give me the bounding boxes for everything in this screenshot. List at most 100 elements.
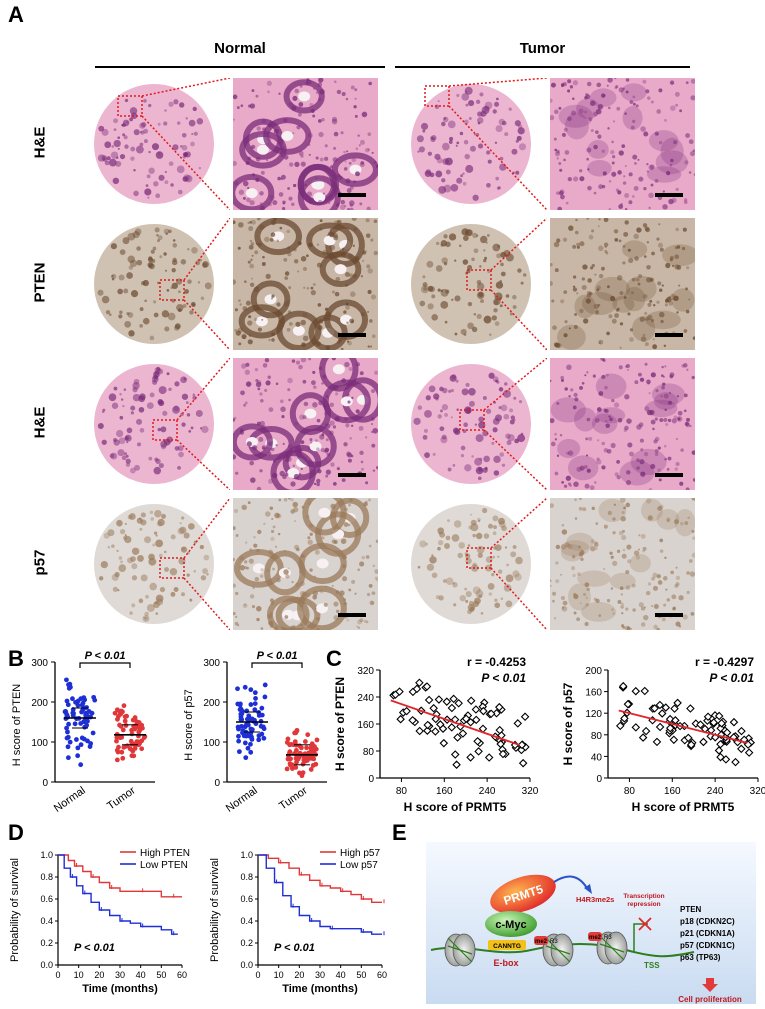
nucleus <box>306 593 311 598</box>
nucleus <box>579 602 582 605</box>
nucleus <box>648 164 655 171</box>
normal-header-rule <box>95 66 385 68</box>
nucleus <box>276 513 280 518</box>
nucleus <box>287 187 290 190</box>
y-tick-label: 80 <box>363 747 375 758</box>
tissue-cell <box>474 423 478 426</box>
nucleus <box>365 233 371 238</box>
nucleus <box>661 385 665 390</box>
tissue-cell <box>503 389 511 398</box>
nucleus <box>345 97 349 101</box>
nucleus <box>304 456 307 460</box>
y-tick-label: 320 <box>357 666 374 677</box>
nucleus <box>634 380 639 385</box>
nucleus <box>608 415 611 418</box>
nucleus <box>648 488 653 490</box>
nucleus <box>569 85 574 89</box>
tissue-cell <box>498 118 506 126</box>
nucleus <box>329 420 335 426</box>
tissue-cell <box>452 464 456 467</box>
tissue-cell <box>518 143 527 151</box>
nucleus <box>370 423 374 426</box>
nucleus <box>325 438 329 442</box>
tissue-cell <box>486 182 491 188</box>
nucleus <box>674 254 680 259</box>
nucleus <box>648 392 651 395</box>
nucleus <box>350 320 354 323</box>
nucleus <box>674 583 679 588</box>
nucleus <box>360 275 363 278</box>
nucleus <box>233 416 237 420</box>
tissue-cell <box>435 397 439 401</box>
tissue-cell <box>163 121 168 126</box>
tissue-cell <box>179 526 187 534</box>
nucleus <box>692 536 695 540</box>
tissue-cell <box>428 385 436 393</box>
tissue-cell <box>101 295 110 304</box>
tissue-cell <box>450 183 459 192</box>
nucleus <box>639 316 645 322</box>
nucleus <box>621 534 627 541</box>
tissue-cell <box>140 519 147 526</box>
tissue-cell <box>181 393 189 400</box>
nucleus <box>281 627 286 630</box>
tissue-cell <box>442 387 448 394</box>
nucleus <box>313 625 317 628</box>
tissue-cell <box>148 557 157 566</box>
nucleus <box>376 578 378 582</box>
nucleus <box>249 548 253 552</box>
tissue-cell <box>448 140 453 144</box>
data-point <box>714 711 724 721</box>
tissue-cell <box>441 121 446 127</box>
nucleus <box>574 498 577 502</box>
nucleus <box>368 498 372 502</box>
nucleus <box>671 264 675 268</box>
nucleus <box>596 439 600 442</box>
nucleus <box>552 599 555 603</box>
nucleus <box>320 447 325 453</box>
data-point <box>248 687 254 693</box>
nucleus <box>661 617 666 622</box>
tissue-cell <box>116 519 123 527</box>
nucleus <box>673 415 678 420</box>
tissue-cell <box>172 243 178 248</box>
data-point <box>241 733 247 739</box>
nucleus <box>624 220 629 225</box>
zoomed-tissue-image <box>233 78 378 210</box>
nucleus <box>616 106 621 111</box>
tissue-cell <box>422 434 428 440</box>
x-tick-label: 160 <box>436 786 453 797</box>
nucleus <box>240 390 245 396</box>
data-point <box>513 719 523 728</box>
tissue-cell <box>505 600 513 608</box>
tissue-cell <box>485 564 493 572</box>
nucleus <box>668 198 674 205</box>
nucleus <box>585 437 589 441</box>
nucleus <box>376 466 378 470</box>
tissue-cell <box>512 294 517 300</box>
y-tick-label: 40 <box>591 752 603 763</box>
nucleus <box>283 257 288 262</box>
tissue-cell <box>170 534 176 540</box>
tissue-cell <box>120 560 123 564</box>
nucleus <box>685 81 689 85</box>
data-point <box>744 748 754 757</box>
nucleus <box>331 539 337 544</box>
nucleus <box>677 417 681 421</box>
tissue-cell <box>498 517 505 525</box>
nucleus <box>573 481 579 487</box>
nucleus <box>371 389 375 393</box>
data-point <box>253 696 258 701</box>
nucleus <box>290 498 294 502</box>
nucleus <box>336 340 341 345</box>
data-point <box>123 723 129 728</box>
x-tick-label: 40 <box>136 970 146 980</box>
nucleus <box>330 503 336 509</box>
nucleus <box>654 131 659 136</box>
nucleus <box>574 230 579 235</box>
nucleus <box>317 97 322 102</box>
nucleus <box>293 519 297 523</box>
tissue-cell <box>158 463 164 469</box>
data-point <box>422 682 432 691</box>
nucleus <box>586 417 591 422</box>
